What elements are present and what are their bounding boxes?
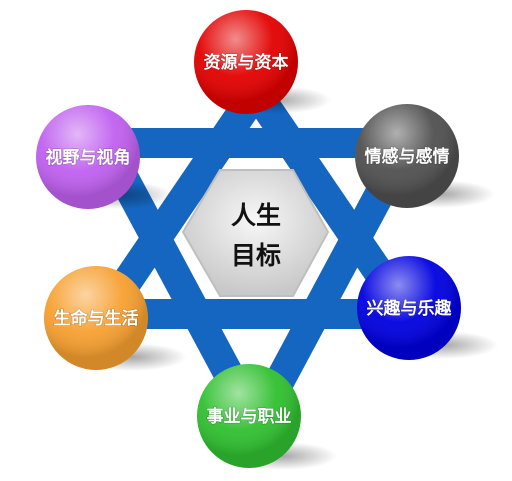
node-gloss <box>355 104 459 208</box>
node-label: 情感与感情 <box>365 146 450 167</box>
center-goal: 人生 目标 <box>181 169 330 297</box>
node-label: 资源与资本 <box>204 52 289 73</box>
node-gloss <box>197 364 301 468</box>
star-shape <box>76 65 436 457</box>
node-gloss <box>194 10 298 114</box>
node-label: 事业与职业 <box>207 407 292 427</box>
node-label: 兴趣与乐趣 <box>367 298 453 319</box>
node-life: 生命与生活 <box>44 266 187 371</box>
node-label: 生命与生活 <box>54 308 139 329</box>
center-label-line2: 目标 <box>231 241 281 270</box>
node-label: 视野与视角 <box>46 147 131 168</box>
node-vision: 视野与视角 <box>36 105 173 209</box>
node-interests: 兴趣与乐趣 <box>357 256 498 360</box>
node-resources: 资源与资本 <box>194 10 331 114</box>
node-career: 事业与职业 <box>197 364 337 470</box>
center-hexagon <box>181 169 330 297</box>
star-triangle-down <box>79 128 433 457</box>
star-triangle-up <box>76 65 436 329</box>
node-gloss <box>36 105 140 209</box>
center-label-line1: 人生 <box>231 201 281 230</box>
node-emotions: 情感与感情 <box>355 104 495 208</box>
node-gloss <box>44 266 148 370</box>
node-gloss <box>357 256 461 360</box>
